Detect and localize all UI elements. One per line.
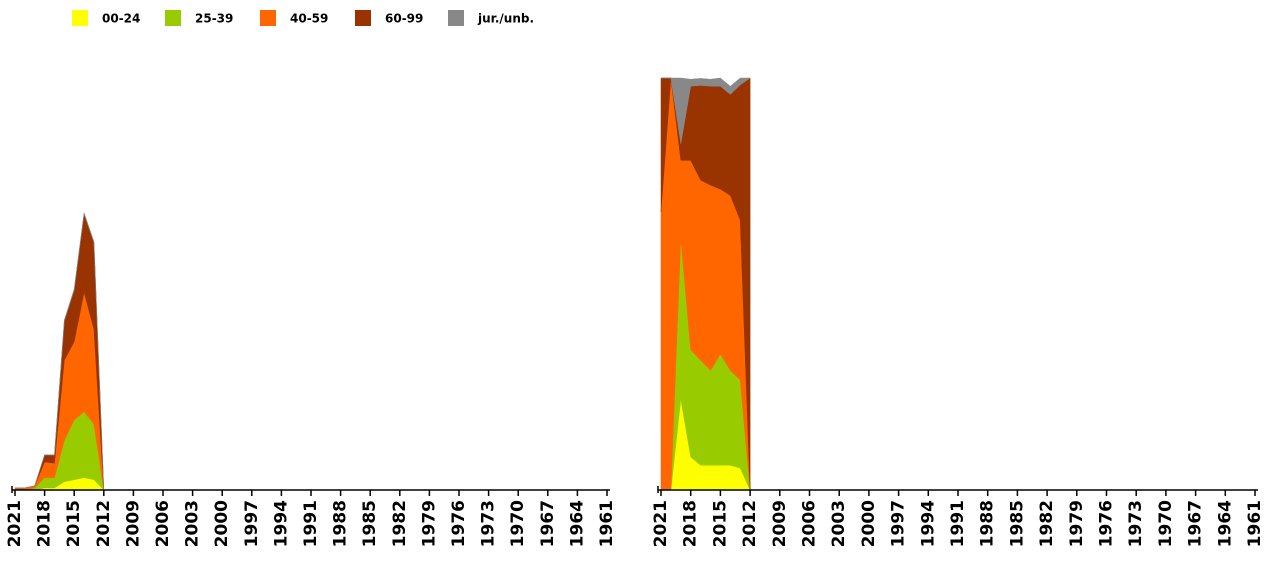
x-tick-label: 1982	[1037, 500, 1057, 547]
x-tick-label: 2021	[5, 500, 25, 547]
x-tick-label: 1991	[948, 500, 968, 547]
legend-swatch	[165, 10, 181, 26]
legend-label: 25-39	[195, 12, 233, 26]
x-tick-label: 1967	[1186, 500, 1206, 547]
x-tick-label: 1994	[271, 500, 291, 547]
x-tick-label: 2012	[94, 500, 114, 547]
area	[661, 77, 751, 144]
x-tick-label: 1982	[390, 500, 410, 547]
x-tick-label: 1961	[1245, 500, 1265, 547]
x-tick-label: 1976	[1097, 500, 1117, 547]
x-tick-label: 2000	[212, 500, 232, 547]
x-tick-label: 2021	[651, 500, 671, 547]
x-tick-label: 1964	[567, 500, 587, 547]
x-tick-label: 1967	[538, 500, 558, 547]
x-tick-label: 2015	[710, 500, 730, 547]
x-tick-label: 1988	[978, 500, 998, 547]
x-tick-label: 1979	[419, 500, 439, 547]
x-tick-label: 1985	[1007, 500, 1027, 547]
x-tick-label: 2003	[829, 500, 849, 547]
legend-swatch	[260, 10, 276, 26]
legend-label: jur./unb.	[477, 12, 534, 26]
legend-label: 00-24	[102, 12, 140, 26]
x-tick-label: 2012	[740, 500, 760, 547]
x-tick-label: 1964	[1215, 500, 1235, 547]
x-tick-label: 1970	[508, 500, 528, 547]
legend-swatch	[448, 10, 464, 26]
x-tick-label: 1970	[1156, 500, 1176, 547]
legend-swatch	[72, 10, 88, 26]
x-tick-label: 1997	[242, 500, 262, 547]
x-tick-label: 1997	[889, 500, 909, 547]
x-tick-label: 1973	[1126, 500, 1146, 547]
x-tick-label: 1976	[449, 500, 469, 547]
x-tick-label: 2006	[153, 500, 173, 547]
x-tick-label: 2006	[800, 500, 820, 547]
x-tick-label: 2009	[123, 500, 143, 547]
x-tick-label: 1988	[331, 500, 351, 547]
x-tick-label: 2015	[64, 500, 84, 547]
x-tick-label: 1994	[918, 500, 938, 547]
x-tick-label: 1961	[597, 500, 617, 547]
x-tick-label: 1979	[1067, 500, 1087, 547]
x-tick-label: 1991	[301, 500, 321, 547]
x-tick-label: 1973	[479, 500, 499, 547]
x-tick-label: 2018	[681, 500, 701, 547]
legend-swatch	[355, 10, 371, 26]
legend-label: 60-99	[385, 12, 423, 26]
x-tick-label: 2003	[183, 500, 203, 547]
legend-label: 40-59	[290, 12, 328, 26]
x-tick-label: 2018	[35, 500, 55, 547]
x-tick-label: 2000	[859, 500, 879, 547]
x-tick-label: 2009	[770, 500, 790, 547]
x-tick-label: 1985	[360, 500, 380, 547]
